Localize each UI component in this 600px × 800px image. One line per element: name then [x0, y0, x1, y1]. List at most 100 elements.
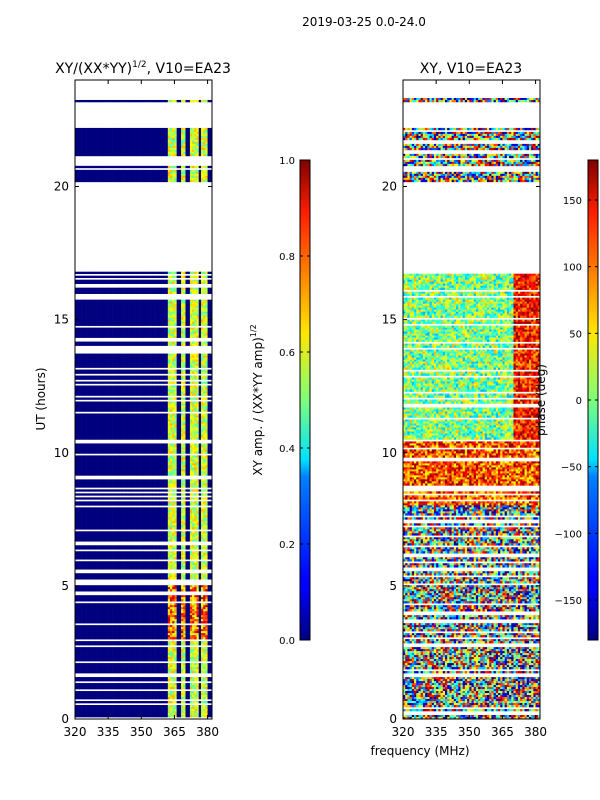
heatmap-cell	[94, 141, 98, 145]
heatmap-cell	[97, 275, 100, 278]
heatmap-cell	[90, 355, 93, 358]
heatmap-cell	[123, 419, 127, 422]
heatmap-cell	[75, 131, 78, 135]
heatmap-cell	[200, 331, 204, 334]
heatmap-cell	[103, 415, 107, 418]
heatmap-cell	[125, 333, 129, 336]
heatmap-cell	[203, 291, 206, 294]
heatmap-cell	[161, 403, 164, 406]
heatmap-cell	[108, 289, 111, 292]
heatmap-cell	[81, 149, 85, 153]
heatmap-cell	[141, 305, 144, 308]
heatmap-cell	[125, 279, 129, 282]
heatmap-cell	[167, 299, 171, 302]
heatmap-cell	[163, 343, 166, 346]
heatmap-cell	[97, 405, 100, 408]
heatmap-cell	[170, 335, 173, 338]
heatmap-cell	[187, 303, 191, 306]
heatmap-cell	[187, 291, 191, 294]
heatmap-cell	[97, 319, 100, 322]
heatmap-cell	[187, 177, 191, 181]
heatmap-cell	[145, 129, 149, 133]
heatmap-cell	[121, 133, 124, 137]
heatmap-cell	[110, 307, 113, 310]
heatmap-cell	[130, 405, 133, 408]
heatmap-cell	[139, 271, 142, 274]
heatmap-cell	[143, 171, 147, 175]
heatmap-cell	[121, 387, 124, 390]
heatmap-cell	[81, 139, 85, 143]
heatmap-cell	[86, 173, 89, 177]
heatmap-cell	[141, 313, 144, 316]
heatmap-cell	[86, 151, 89, 155]
heatmap-cell	[192, 301, 195, 304]
heatmap-cell	[156, 151, 160, 155]
heatmap-cell	[77, 381, 80, 384]
heatmap-cell	[183, 179, 186, 183]
heatmap-cell	[139, 317, 142, 320]
heatmap-cell	[99, 421, 102, 424]
heatmap-cell	[145, 171, 149, 175]
heatmap-cell	[114, 357, 118, 360]
heatmap-cell	[119, 331, 122, 334]
heatmap-cell	[132, 313, 135, 316]
heatmap-cell	[132, 143, 135, 147]
heatmap-cell	[161, 149, 164, 153]
heatmap-cell	[94, 369, 98, 372]
heatmap-cell	[103, 421, 107, 424]
heatmap-cell	[178, 127, 182, 131]
heatmap-cell	[116, 363, 120, 366]
heatmap-cell	[165, 299, 169, 302]
heatmap-cell	[181, 381, 184, 384]
heatmap-cell	[152, 311, 155, 314]
heatmap-cell	[119, 309, 122, 312]
heatmap-cell	[167, 171, 171, 175]
heatmap-cell	[128, 355, 131, 358]
heatmap-cell	[77, 315, 80, 318]
heatmap-cell	[154, 377, 158, 380]
heatmap-cell	[167, 359, 171, 362]
heatmap-cell	[112, 331, 116, 334]
heatmap-cell	[92, 289, 96, 292]
heatmap-cell	[178, 133, 182, 137]
heatmap-cell	[167, 99, 171, 103]
heatmap-cell	[112, 289, 116, 292]
heatmap-cell	[97, 331, 100, 334]
heatmap-cell	[158, 289, 162, 292]
heatmap-cell	[112, 397, 116, 400]
heatmap-cell	[183, 393, 186, 396]
heatmap-cell	[194, 333, 197, 336]
heatmap-cell	[170, 301, 173, 304]
heatmap-cell	[83, 275, 87, 278]
heatmap-cell	[125, 357, 129, 360]
heatmap-cell	[79, 151, 82, 155]
heatmap-cell	[125, 377, 129, 380]
heatmap-cell	[178, 409, 182, 412]
heatmap-cell	[110, 127, 113, 131]
heatmap-cell	[83, 179, 87, 183]
heatmap-cell	[209, 401, 212, 404]
heatmap-cell	[156, 299, 160, 302]
heatmap-cell	[119, 179, 122, 183]
heatmap-cell	[172, 143, 175, 147]
heatmap-cell	[125, 287, 129, 290]
heatmap-cell	[119, 317, 122, 320]
heatmap-cell	[174, 279, 177, 282]
heatmap-cell	[187, 331, 191, 334]
heatmap-cell	[75, 377, 78, 380]
heatmap-cell	[154, 289, 158, 292]
heatmap-cell	[136, 149, 140, 153]
heatmap-cell	[112, 279, 116, 282]
heatmap-cell	[123, 153, 127, 157]
heatmap-cell	[178, 415, 182, 418]
heatmap-cell	[196, 179, 200, 183]
heatmap-cell	[94, 169, 98, 173]
heatmap-cell	[147, 275, 151, 278]
heatmap-cell	[196, 139, 200, 143]
heatmap-cell	[112, 343, 116, 346]
heatmap-cell	[163, 141, 166, 145]
heatmap-cell	[200, 355, 204, 358]
heatmap-cell	[192, 321, 195, 324]
heatmap-cell	[200, 405, 204, 408]
heatmap-cell	[167, 179, 171, 183]
